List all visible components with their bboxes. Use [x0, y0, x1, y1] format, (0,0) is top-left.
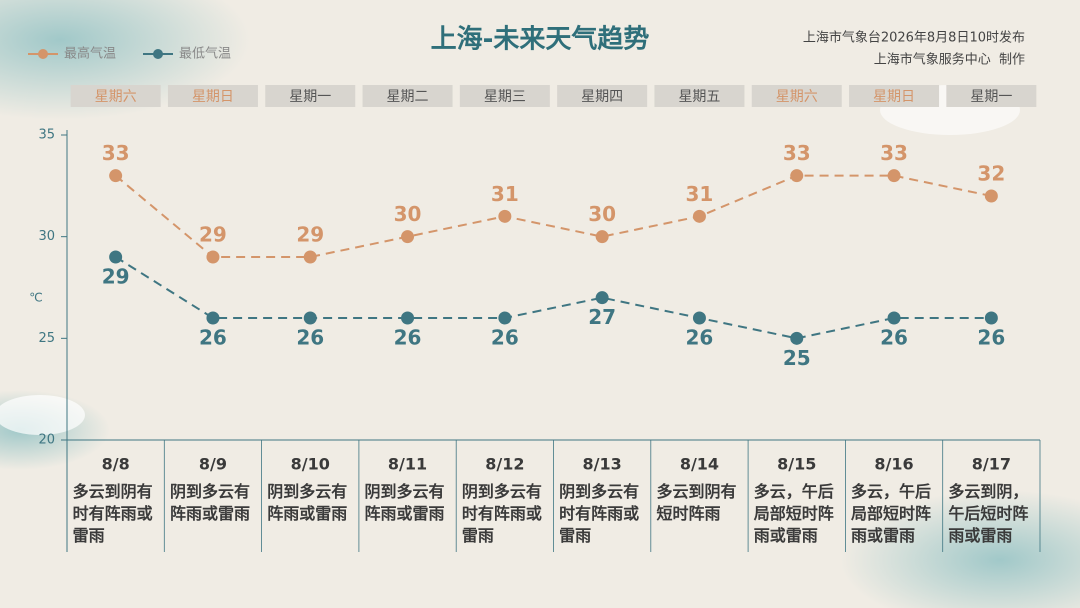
y-tick-label: 25: [38, 331, 55, 346]
y-tick-label: 20: [38, 433, 55, 448]
data-point: [790, 331, 804, 345]
weekday-label: 星期六: [776, 89, 818, 105]
x-tick-label: 8/12: [485, 455, 524, 474]
weekday-label: 星期一: [289, 89, 331, 105]
data-point: [595, 291, 609, 305]
data-label: 26: [880, 326, 908, 350]
weather-description: 多云到阴有时有阵雨或雷雨: [72, 482, 153, 545]
x-tick-label: 8/14: [680, 455, 719, 474]
data-label: 33: [880, 141, 908, 165]
legend-label: 最高气温: [64, 46, 116, 62]
weather-description: 阴到多云有时有阵雨或雷雨: [559, 482, 640, 545]
data-point: [206, 311, 220, 325]
data-label: 31: [686, 182, 714, 206]
y-tick-label: 30: [38, 229, 55, 244]
weather-description: 阴到多云有阵雨或雷雨: [267, 482, 348, 523]
chart-title: 上海-未来天气趋势: [431, 24, 650, 55]
data-point: [790, 169, 804, 183]
data-point: [984, 189, 998, 203]
weekday-label: 星期六: [95, 89, 137, 105]
series-line: [115, 174, 992, 258]
weather-description: 多云，午后局部短时阵雨或雷雨: [851, 482, 932, 545]
source: 上海市气象台2026年8月8日10时发布: [803, 30, 1025, 46]
series-line: [115, 256, 992, 340]
data-label: 33: [102, 141, 130, 165]
data-label: 25: [783, 346, 811, 370]
legend-marker: [38, 49, 48, 59]
data-label: 26: [491, 326, 519, 350]
data-label: 30: [394, 202, 422, 226]
x-tick-label: 8/10: [291, 455, 330, 474]
data-label: 32: [977, 162, 1005, 186]
weekday-box: [167, 85, 258, 107]
weekday-label: 星期一: [970, 89, 1012, 105]
data-point: [109, 250, 123, 264]
x-tick-label: 8/17: [972, 455, 1011, 474]
weekday-label: 星期五: [678, 89, 720, 105]
weather-description: 阴到多云有时有阵雨或雷雨: [461, 482, 542, 545]
weekday-box: [265, 85, 356, 107]
weekday-box: [946, 85, 1037, 107]
data-point: [498, 209, 512, 223]
data-point: [692, 311, 706, 325]
weather-description: 多云到阴有短时阵雨: [656, 482, 737, 523]
data-label: 26: [977, 326, 1005, 350]
weekday-box: [751, 85, 842, 107]
data-label: 29: [199, 223, 227, 247]
data-point: [887, 169, 901, 183]
data-point: [206, 250, 220, 264]
weather-description: 阴到多云有阵雨或雷雨: [169, 482, 250, 523]
weekday-box: [362, 85, 453, 107]
weekday-box: [70, 85, 161, 107]
data-label: 30: [588, 202, 616, 226]
weekday-label: 星期日: [192, 89, 234, 105]
decoration: [840, 490, 1080, 608]
decoration: [0, 395, 85, 435]
weekday-box: [459, 85, 550, 107]
data-point: [887, 311, 901, 325]
data-label: 33: [783, 141, 811, 165]
weekday-box: [654, 85, 745, 107]
data-label: 26: [296, 326, 324, 350]
weather-description: 多云到阴，午后短时阵雨或雷雨: [948, 482, 1029, 545]
data-point: [984, 311, 998, 325]
x-tick-label: 8/8: [102, 455, 130, 474]
weekday-box: [849, 85, 940, 107]
data-point: [498, 311, 512, 325]
x-tick-label: 8/13: [583, 455, 622, 474]
data-point: [401, 230, 415, 244]
data-label: 29: [102, 265, 130, 289]
legend-label: 最低气温: [179, 46, 231, 62]
weekday-label: 星期三: [484, 89, 526, 105]
producer: 上海市气象服务中心 制作: [874, 52, 1025, 68]
weather-description: 阴到多云有阵雨或雷雨: [364, 482, 445, 523]
data-label: 27: [588, 305, 616, 329]
data-point: [692, 209, 706, 223]
legend-marker: [153, 49, 163, 59]
data-label: 26: [686, 326, 714, 350]
x-tick-label: 8/16: [874, 455, 913, 474]
weekday-box: [557, 85, 648, 107]
weekday-label: 星期四: [581, 89, 623, 105]
weekday-label: 星期日: [873, 89, 915, 105]
data-point: [303, 250, 317, 264]
unit: ℃: [29, 291, 42, 305]
y-tick-label: 35: [38, 128, 55, 143]
data-label: 26: [199, 326, 227, 350]
data-point: [109, 169, 123, 183]
data-point: [303, 311, 317, 325]
x-tick-label: 8/15: [777, 455, 816, 474]
x-tick-label: 8/11: [388, 455, 427, 474]
x-tick-label: 8/9: [199, 455, 227, 474]
data-point: [401, 311, 415, 325]
data-label: 31: [491, 182, 519, 206]
data-label: 29: [296, 223, 324, 247]
weekday-label: 星期二: [387, 89, 429, 105]
weather-description: 多云，午后局部短时阵雨或雷雨: [753, 482, 834, 545]
data-label: 26: [394, 326, 422, 350]
data-point: [595, 230, 609, 244]
